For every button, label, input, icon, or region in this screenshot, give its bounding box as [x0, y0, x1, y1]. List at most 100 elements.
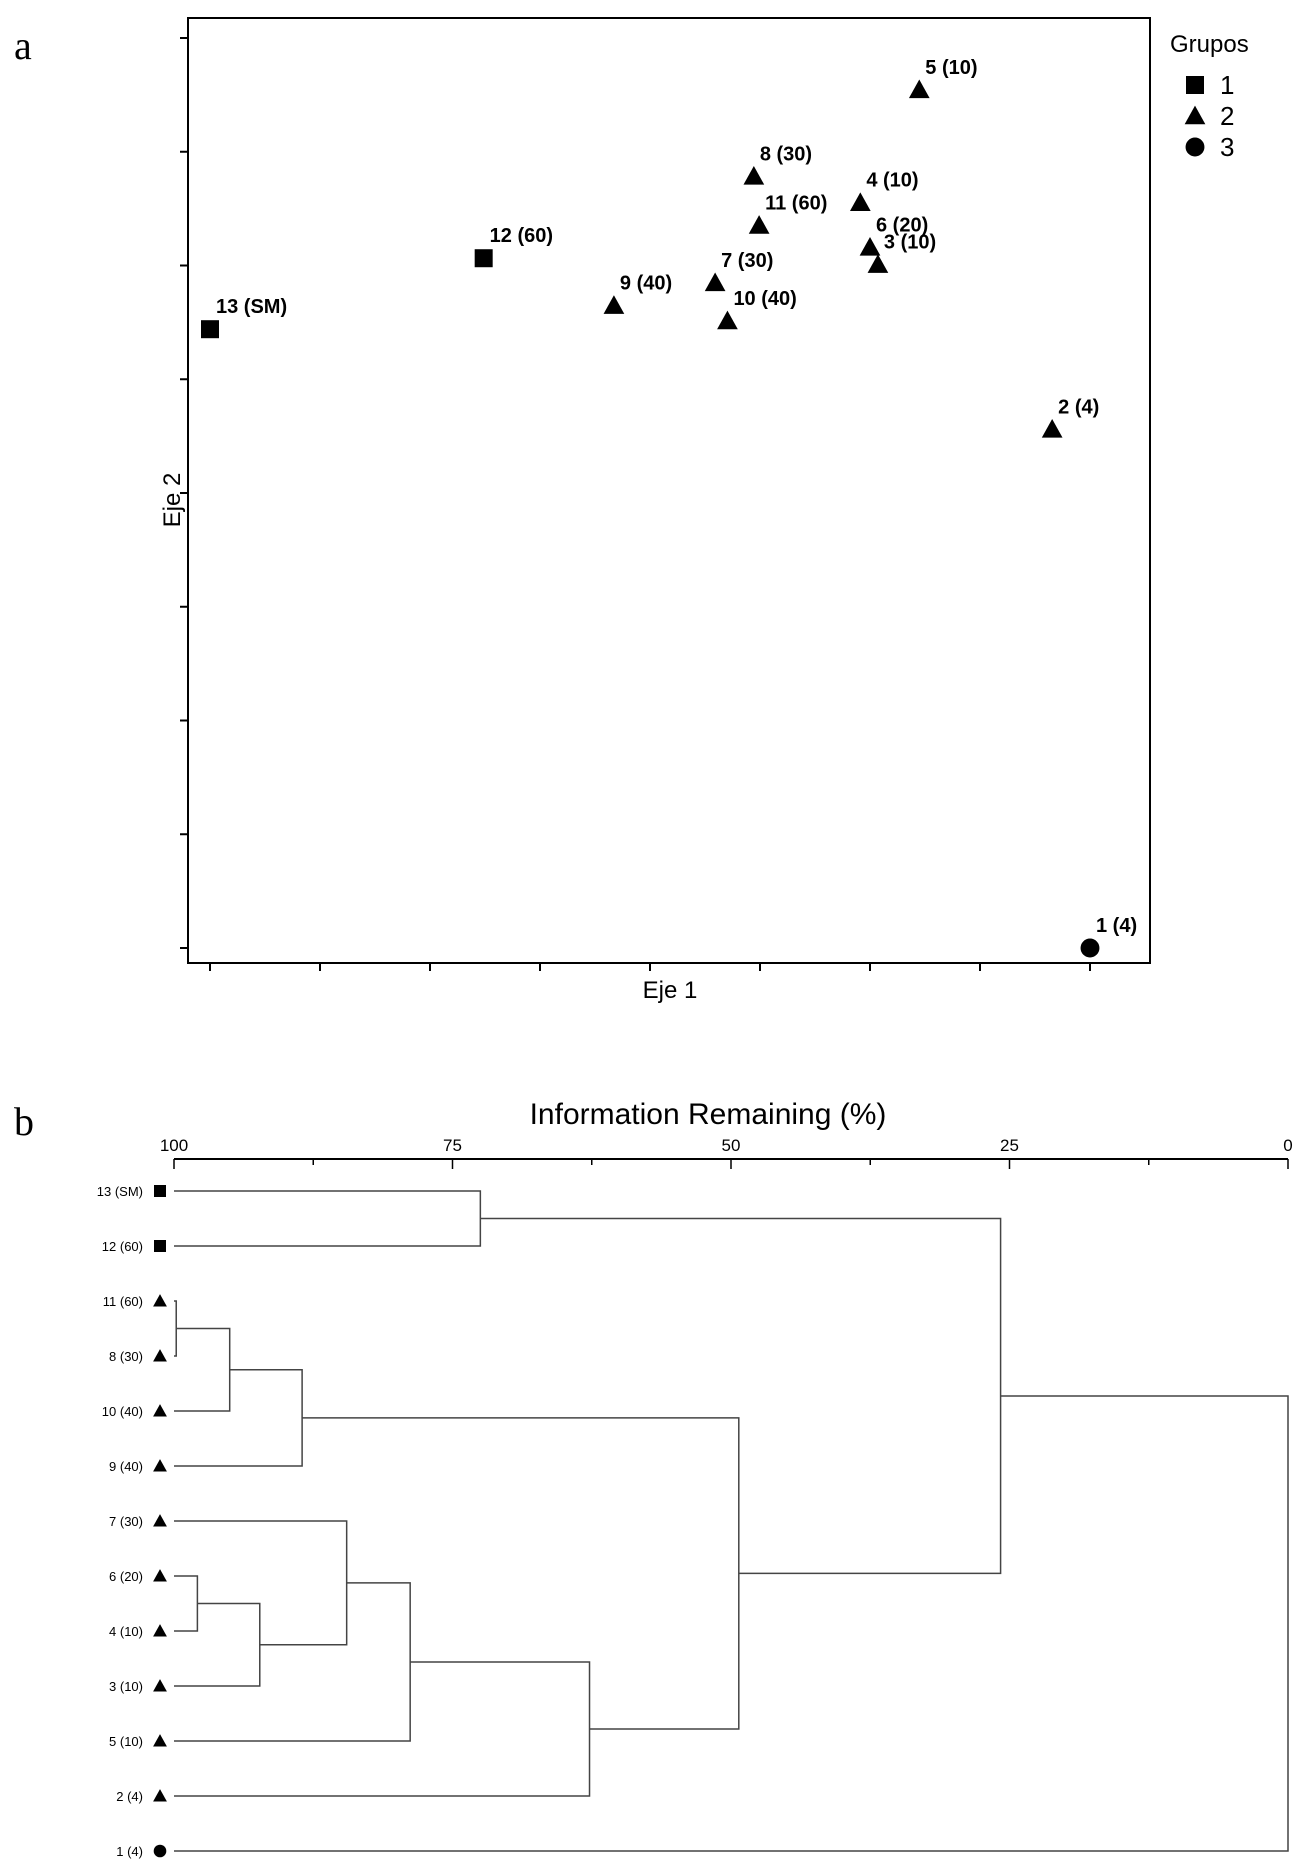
legend-entry: 3	[1185, 132, 1234, 162]
leaf-marker	[154, 1185, 166, 1197]
leaf-marker	[153, 1679, 167, 1692]
dendrogram-tick-label: 75	[443, 1136, 462, 1155]
point-label: 7 (30)	[721, 250, 773, 272]
leaf-marker	[153, 1734, 167, 1747]
point-marker	[867, 254, 889, 273]
dendrogram-leaf: 8 (30)	[109, 1349, 167, 1364]
scatter-point: 6 (20)	[859, 214, 928, 256]
scatter-point: 13 (SM)	[201, 296, 287, 339]
legend-label: 2	[1220, 101, 1234, 131]
dendrogram-link	[174, 1190, 482, 1247]
point-marker	[859, 236, 881, 256]
dendrogram-leaf: 7 (30)	[109, 1514, 167, 1529]
scatter-point: 3 (10)	[867, 232, 936, 273]
panel-letter-a: a	[14, 23, 32, 68]
dendrogram-link	[302, 1417, 740, 1730]
point-marker	[743, 165, 765, 185]
dendrogram-links	[174, 1190, 1289, 1852]
leaf-marker	[153, 1844, 167, 1858]
scatter-axes	[180, 17, 1151, 971]
leaf-marker	[153, 1569, 167, 1582]
point-label: 3 (10)	[884, 232, 936, 254]
point-label: 6 (20)	[876, 214, 928, 236]
point-label: 12 (60)	[490, 225, 553, 247]
dendrogram-leaf: 5 (10)	[109, 1734, 167, 1749]
dendrogram-leaf: 4 (10)	[109, 1624, 167, 1639]
dendrogram-leaf: 11 (60)	[103, 1294, 167, 1309]
panel-letter-b: b	[14, 1099, 34, 1144]
dendrogram-leaf: 1 (4)	[116, 1844, 167, 1859]
scatter-point: 12 (60)	[474, 225, 553, 268]
leaf-marker	[153, 1294, 167, 1307]
point-marker	[748, 215, 770, 234]
dendrogram-link	[174, 1582, 411, 1742]
dendrogram-leaf: 9 (40)	[109, 1459, 167, 1474]
legend-label: 1	[1220, 70, 1234, 100]
dendrogram-link	[480, 1217, 1002, 1575]
point-label: 8 (30)	[760, 143, 812, 165]
leaf-label: 5 (10)	[109, 1734, 143, 1749]
dendrogram-link	[174, 1300, 177, 1357]
legend-entry: 1	[1186, 70, 1234, 100]
legend-label: 3	[1220, 132, 1234, 162]
point-marker	[1080, 938, 1100, 958]
legend-marker	[1184, 105, 1206, 125]
leaf-label: 3 (10)	[109, 1679, 143, 1694]
dendrogram-leaf: 6 (20)	[109, 1569, 167, 1584]
dendrogram-tick-label: 0	[1283, 1136, 1292, 1155]
point-marker	[717, 310, 738, 330]
point-label: 2 (4)	[1058, 396, 1099, 418]
leaf-label: 11 (60)	[103, 1294, 143, 1309]
dendrogram-link	[174, 1369, 303, 1467]
legend-marker	[1186, 76, 1204, 94]
dendrogram-leaf: 12 (60)	[102, 1239, 166, 1254]
point-marker	[201, 320, 219, 339]
dendrogram-link	[174, 1395, 1289, 1852]
point-label: 1 (4)	[1096, 915, 1137, 937]
dendrogram-link	[174, 1661, 591, 1797]
leaf-marker	[153, 1514, 167, 1527]
dendrogram-axis: 100 75 50 25 0	[160, 1136, 1293, 1169]
x-axis-label: Eje 1	[643, 977, 698, 1004]
dendrogram-leaf: 13 (SM)	[97, 1184, 166, 1199]
leaf-label: 6 (20)	[109, 1569, 143, 1584]
dendrogram-tick-label: 50	[722, 1136, 741, 1155]
leaf-marker	[154, 1240, 166, 1252]
scatter-points: 1 (4) 2 (4) 3 (10) 4 (10) 5 (10) 6 (20) 7 (30)…	[201, 57, 1137, 958]
leaf-label: 10 (40)	[102, 1404, 143, 1419]
leaf-marker	[153, 1349, 167, 1362]
point-label: 5 (10)	[925, 57, 977, 79]
scatter-point: 10 (40)	[717, 288, 797, 330]
dendrogram-leaf: 3 (10)	[109, 1679, 167, 1694]
dendrogram-leaf: 2 (4)	[116, 1789, 167, 1804]
point-marker	[603, 295, 625, 314]
leaf-marker	[153, 1789, 167, 1802]
point-marker	[1041, 418, 1063, 438]
dendrogram-leaves: 13 (SM) 12 (60) 11 (60) 8 (30) 10 (40) 9 (40)…	[97, 1184, 167, 1859]
leaf-label: 9 (40)	[109, 1459, 143, 1474]
point-label: 11 (60)	[765, 192, 827, 214]
dendrogram-link	[174, 1602, 261, 1687]
leaf-label: 2 (4)	[116, 1789, 143, 1804]
dendrogram-link	[174, 1327, 231, 1412]
plot-frame	[187, 17, 1151, 964]
point-label: 13 (SM)	[216, 296, 287, 318]
scatter-point: 11 (60)	[748, 192, 827, 234]
leaf-label: 8 (30)	[109, 1349, 143, 1364]
legend: Grupos 123	[1170, 31, 1249, 162]
legend-entry: 2	[1184, 101, 1234, 131]
leaf-label: 12 (60)	[102, 1239, 143, 1254]
dendrogram-title: Information Remaining (%)	[530, 1098, 887, 1131]
leaf-label: 1 (4)	[116, 1844, 143, 1859]
scatter-point: 5 (10)	[908, 57, 978, 99]
point-marker	[849, 192, 871, 211]
point-label: 10 (40)	[733, 288, 796, 310]
scatter-point: 7 (30)	[704, 250, 773, 292]
dendrogram-tick-label: 100	[160, 1136, 188, 1155]
scatter-point: 4 (10)	[849, 170, 919, 211]
point-marker	[474, 249, 493, 268]
leaf-marker	[153, 1459, 167, 1472]
leaf-label: 13 (SM)	[97, 1184, 143, 1199]
